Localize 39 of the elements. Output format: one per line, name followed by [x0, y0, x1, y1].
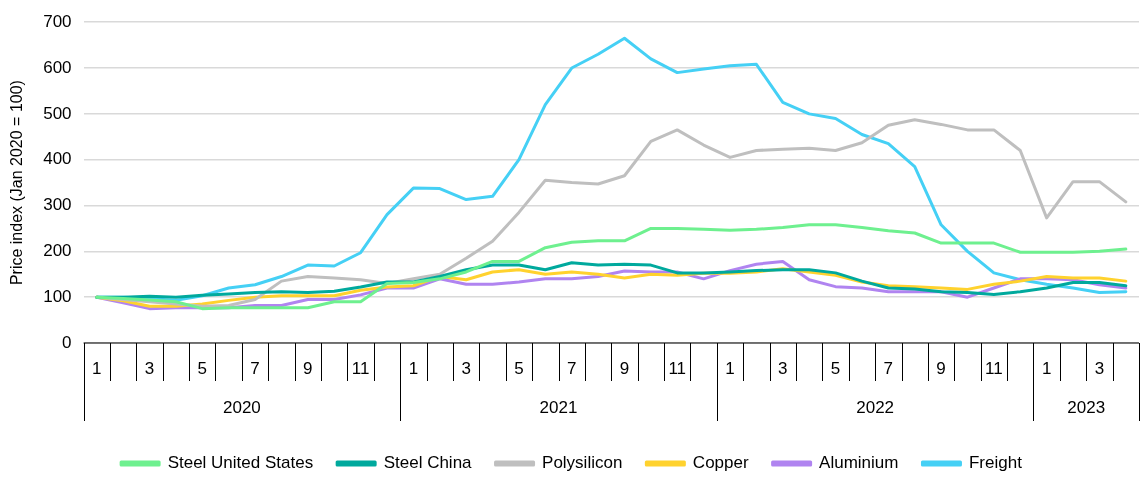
x-tick-label: 9 — [619, 358, 630, 378]
y-tick-label: 0 — [62, 332, 72, 352]
legend-label: Steel China — [383, 453, 473, 473]
x-tick-label: 1 — [725, 358, 735, 378]
legend-label: Steel United States — [167, 453, 314, 473]
y-tick-label: 400 — [43, 149, 72, 169]
x-tick-label: 11 — [351, 358, 370, 378]
x-tick-label: 5 — [830, 358, 841, 378]
legend-label: Copper — [692, 453, 749, 473]
y-tick-label: 600 — [43, 57, 72, 77]
legend-label: Freight — [968, 453, 1023, 473]
text: 2022 — [856, 397, 895, 417]
x-tick-label: 7 — [566, 358, 577, 378]
text: 2021 — [539, 397, 578, 417]
y-tick-label: 500 — [43, 103, 72, 123]
x-tick-label: 1 — [1041, 358, 1052, 378]
x-tick-label: 7 — [250, 358, 260, 378]
x-tick-label: 11 — [985, 358, 1003, 378]
x-tick-label: 5 — [514, 358, 524, 378]
text: 2023 — [1067, 397, 1106, 417]
y-tick-label: 700 — [43, 11, 72, 31]
x-tick-label: 3 — [144, 358, 155, 378]
x-tick-label: 1 — [92, 358, 102, 378]
y-tick-label: 300 — [43, 195, 72, 215]
legend-label: Aluminium — [819, 453, 899, 473]
x-tick-label: 1 — [408, 358, 419, 378]
y-tick-label: 100 — [43, 286, 72, 306]
x-tick-label: 3 — [778, 358, 788, 378]
legend-label: Polysilicon — [542, 453, 623, 473]
x-tick-label: 3 — [461, 358, 471, 378]
x-tick-label: 9 — [303, 358, 313, 378]
x-tick-label: 7 — [883, 358, 894, 378]
x-tick-label: 3 — [1094, 358, 1105, 378]
x-tick-label: 5 — [197, 358, 208, 378]
y-tick-label: 200 — [43, 241, 72, 261]
y-axis-title: Price index (Jan 2020 = 100) — [8, 80, 26, 286]
x-tick-label: 11 — [668, 358, 687, 378]
text: 2020 — [222, 397, 261, 417]
x-tick-label: 9 — [936, 358, 946, 378]
